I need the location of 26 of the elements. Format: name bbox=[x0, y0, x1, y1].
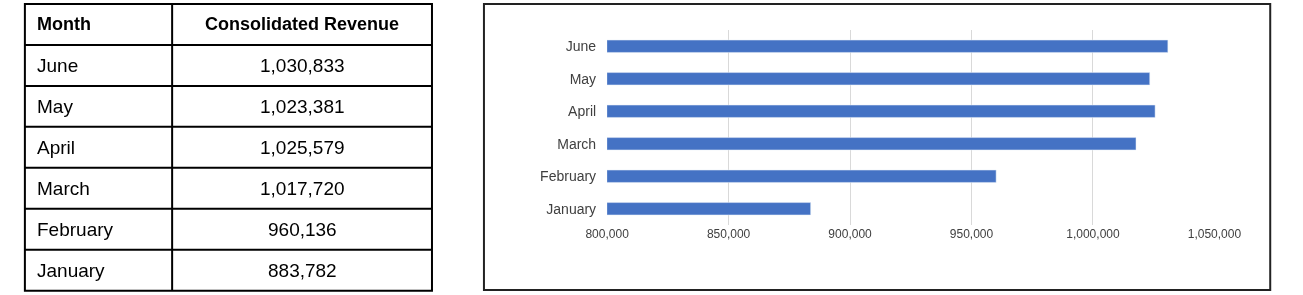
text: 1,025,579 bbox=[260, 137, 345, 158]
text: May bbox=[37, 96, 74, 117]
x-tick-label: 800,000 bbox=[585, 227, 630, 241]
text: 960,136 bbox=[268, 219, 337, 240]
y-tick-label: May bbox=[569, 70, 597, 87]
text: 1,023,381 bbox=[260, 96, 345, 117]
y-tick-label: June bbox=[565, 38, 597, 55]
text: 1,017,720 bbox=[260, 178, 345, 199]
text: February bbox=[37, 219, 114, 240]
y-tick-label: February bbox=[540, 168, 597, 185]
x-tick-label: 900,000 bbox=[828, 227, 873, 241]
text: March bbox=[37, 178, 90, 199]
text: June bbox=[37, 55, 79, 76]
text: January bbox=[37, 260, 106, 281]
text: 883,782 bbox=[268, 260, 337, 281]
text: 1,030,833 bbox=[260, 55, 345, 76]
y-tick-label: April bbox=[568, 103, 597, 120]
y-tick-label: January bbox=[546, 200, 597, 217]
x-tick-label: 1,000,000 bbox=[1066, 227, 1120, 241]
x-tick-label: 1,050,000 bbox=[1187, 227, 1242, 241]
x-tick-label: 850,000 bbox=[706, 227, 751, 241]
text: Consolidated Revenue bbox=[205, 14, 400, 34]
y-tick-label: March bbox=[557, 135, 597, 152]
x-tick-label: 950,000 bbox=[949, 227, 994, 241]
text: Month bbox=[37, 14, 91, 34]
text: April bbox=[37, 137, 76, 158]
